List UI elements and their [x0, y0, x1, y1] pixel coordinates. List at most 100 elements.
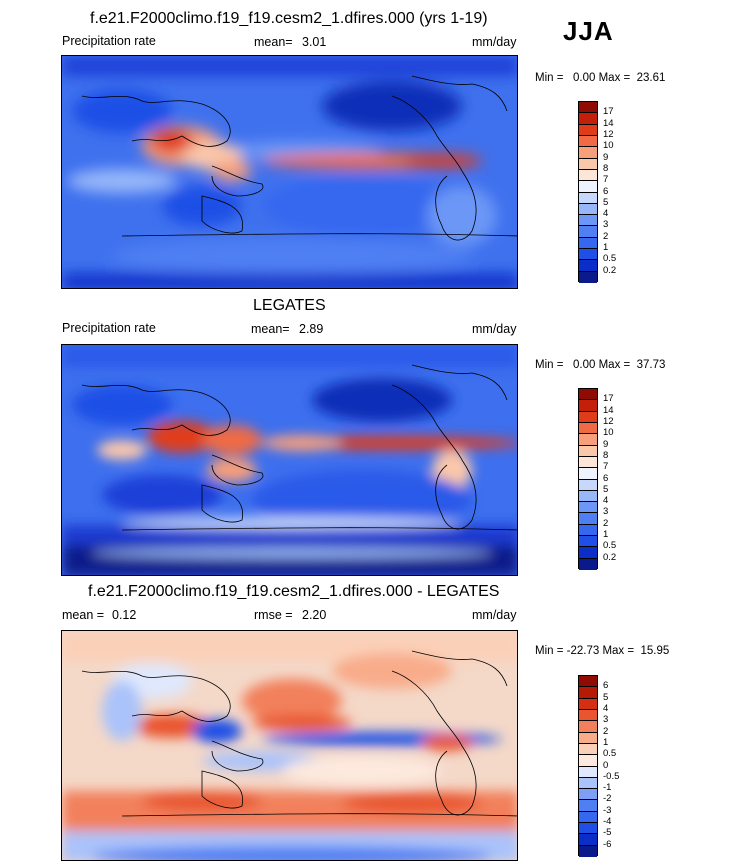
panel3-mean-label: mean = [62, 608, 105, 622]
colorbar-tick-label: 2 [603, 517, 609, 529]
colorbar-swatch [579, 732, 597, 744]
colorbar-swatch [579, 687, 597, 699]
colorbar-tick-label: 2 [603, 230, 609, 242]
colorbar-tick-label: 5 [603, 483, 609, 495]
panel3-colorbar [578, 675, 598, 857]
colorbar-swatch [579, 113, 597, 125]
colorbar-tick-label: 7 [603, 461, 609, 473]
colorbar-swatch [579, 226, 597, 238]
colorbar-swatch [579, 215, 597, 227]
colorbar-tick-label: -2 [603, 793, 612, 805]
panel1-units: mm/day [472, 35, 517, 49]
panel1-mean-value: 3.01 [302, 35, 327, 49]
colorbar-swatch [579, 445, 597, 457]
colorbar-swatch [579, 558, 597, 570]
colorbar-swatch [579, 434, 597, 446]
panel2-title: LEGATES [253, 297, 326, 314]
colorbar-swatch [579, 547, 597, 559]
colorbar-tick-label: 0.5 [603, 748, 617, 760]
colorbar-swatch [579, 698, 597, 710]
colorbar-swatch [579, 676, 597, 688]
colorbar-swatch [579, 237, 597, 250]
colorbar-swatch [579, 468, 597, 480]
colorbar-swatch [579, 147, 597, 159]
colorbar-swatch [579, 169, 597, 182]
colorbar-swatch [579, 389, 597, 401]
colorbar-swatch [579, 845, 597, 857]
colorbar-tick-label: 4 [603, 495, 609, 507]
colorbar-swatch [579, 709, 597, 722]
colorbar-swatch [579, 479, 597, 491]
colorbar-tick-label: 14 [603, 404, 614, 416]
panel2-variable-label: Precipitation rate [62, 321, 156, 335]
colorbar-tick-label: 3 [603, 714, 609, 726]
colorbar-tick-label: 17 [603, 106, 614, 118]
colorbar-tick-label: 7 [603, 174, 609, 186]
colorbar-swatch [579, 777, 597, 790]
colorbar-swatch [579, 502, 597, 514]
colorbar-swatch [579, 536, 597, 548]
colorbar-tick-label: 5 [603, 691, 609, 703]
panel3-rmse-value: 2.20 [302, 608, 327, 622]
colorbar-swatch [579, 158, 597, 170]
colorbar-tick-label: 6 [603, 680, 609, 692]
colorbar-swatch [579, 490, 597, 503]
colorbar-tick-label: 3 [603, 506, 609, 518]
panel1-variable-label: Precipitation rate [62, 34, 156, 48]
colorbar-tick-label: 4 [603, 208, 609, 220]
colorbar-tick-label: 2 [603, 725, 609, 737]
colorbar-tick-label: 1 [603, 736, 609, 748]
colorbar-swatch [579, 181, 597, 193]
panel1-map [61, 55, 518, 289]
colorbar-tick-label: 10 [603, 140, 614, 152]
colorbar-tick-label: 1 [603, 242, 609, 254]
colorbar-swatch [579, 271, 597, 283]
colorbar-swatch [579, 456, 597, 469]
colorbar-tick-label: 8 [603, 162, 609, 174]
colorbar-tick-label: -3 [603, 804, 612, 816]
colorbar-swatch [579, 135, 597, 148]
panel3-units: mm/day [472, 608, 517, 622]
colorbar-tick-label: 9 [603, 438, 609, 450]
colorbar-tick-label: -4 [603, 816, 612, 828]
colorbar-tick-label: 5 [603, 196, 609, 208]
colorbar-tick-label: -1 [603, 782, 612, 794]
colorbar-swatch [579, 411, 597, 423]
colorbar-swatch [579, 811, 597, 824]
panel3-rmse-label: rmse = [254, 608, 293, 622]
colorbar-tick-label: 0.2 [603, 264, 617, 276]
colorbar-swatch [579, 524, 597, 537]
colorbar-swatch [579, 513, 597, 525]
panel3-minmax: Min = -22.73 Max = 15.95 [535, 645, 670, 657]
panel1-minmax: Min = 0.00 Max = 23.61 [535, 72, 666, 84]
panel2-minmax: Min = 0.00 Max = 37.73 [535, 359, 666, 371]
colorbar-tick-label: -0.5 [603, 770, 620, 782]
colorbar-tick-label: 4 [603, 702, 609, 714]
colorbar-swatch [579, 249, 597, 261]
colorbar-tick-label: 0 [603, 759, 609, 771]
colorbar-tick-label: 6 [603, 472, 609, 484]
colorbar-swatch [579, 192, 597, 204]
colorbar-swatch [579, 800, 597, 812]
colorbar-tick-label: 3 [603, 219, 609, 231]
panel2-mean-label: mean= [251, 322, 290, 336]
panel2-map [61, 344, 518, 576]
colorbar-swatch [579, 743, 597, 756]
colorbar-tick-label: -5 [603, 827, 612, 839]
colorbar-tick-label: -6 [603, 838, 612, 850]
panel1-colorbar [578, 101, 598, 283]
colorbar-swatch [579, 834, 597, 846]
colorbar-swatch [579, 789, 597, 801]
colorbar-swatch [579, 102, 597, 114]
colorbar-tick-label: 17 [603, 393, 614, 405]
panel1-title: f.e21.F2000climo.f19_f19.cesm2_1.dfires.… [90, 10, 488, 27]
season-label: JJA [563, 16, 614, 46]
colorbar-tick-label: 8 [603, 449, 609, 461]
panel3-map [61, 630, 518, 861]
panel2-field [62, 345, 517, 575]
colorbar-tick-label: 0.5 [603, 253, 617, 265]
colorbar-swatch [579, 823, 597, 835]
panel2-units: mm/day [472, 322, 517, 336]
panel1-field [62, 56, 517, 288]
colorbar-swatch [579, 766, 597, 778]
